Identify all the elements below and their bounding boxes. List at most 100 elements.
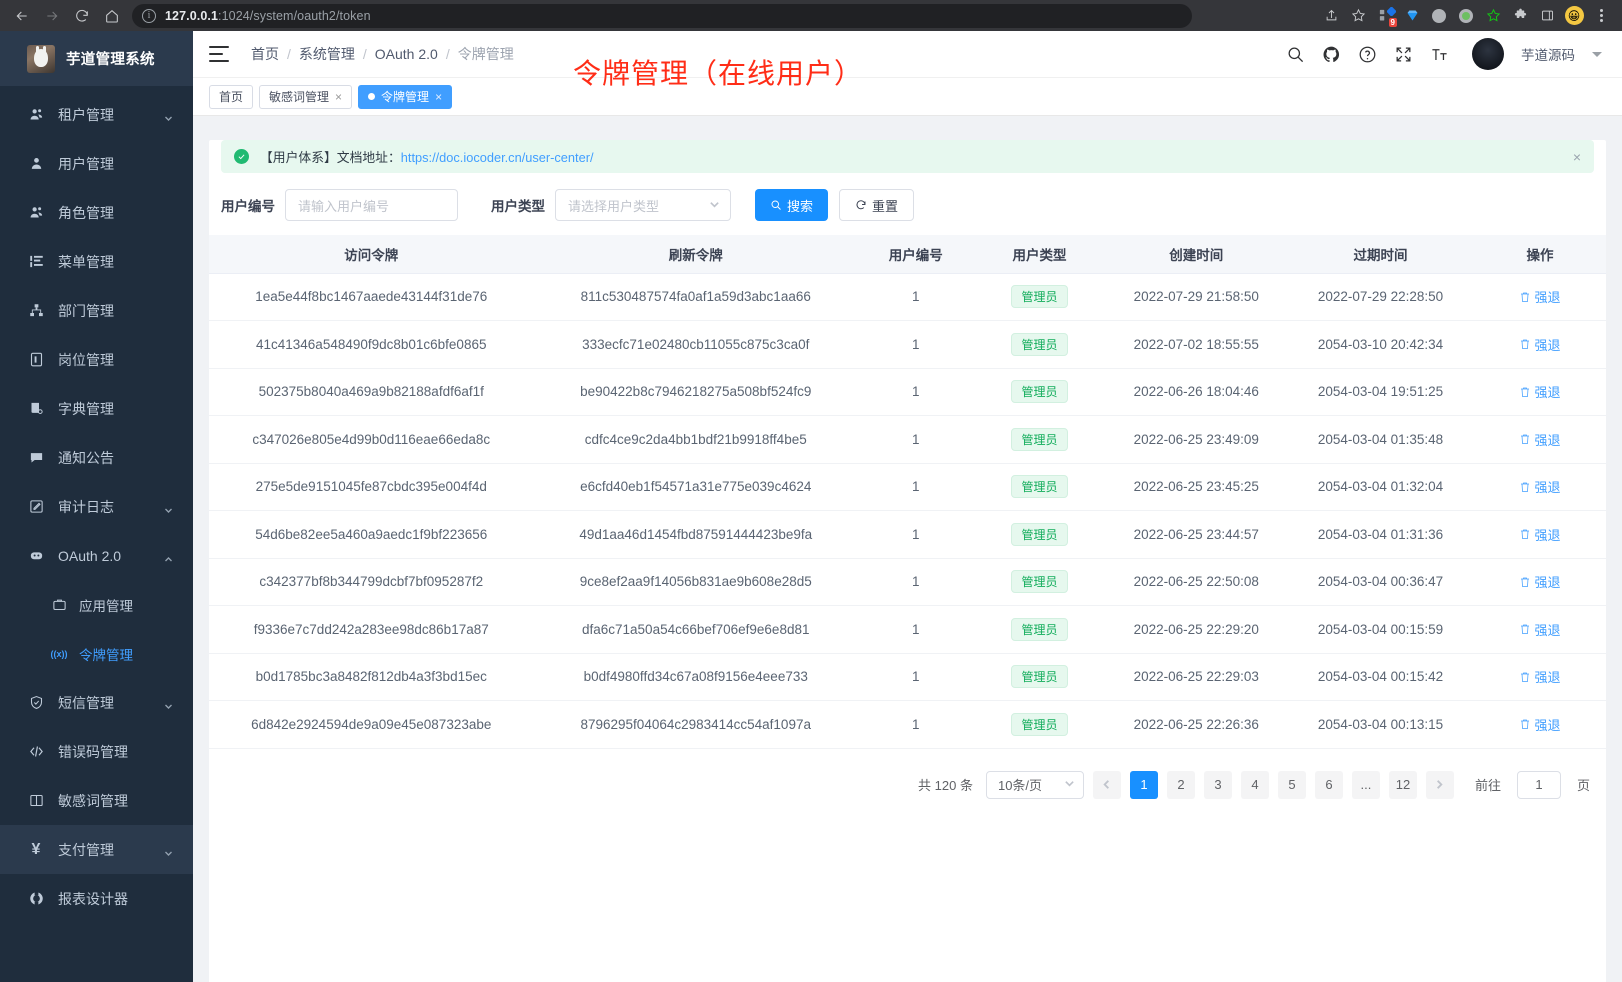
reload-button[interactable] (68, 2, 96, 30)
status-badge: 管理员 (1011, 665, 1068, 689)
sidebar-item-dict[interactable]: 字典管理 (0, 384, 193, 433)
green-circle-extension-icon[interactable] (1453, 3, 1479, 29)
sidebar-logo[interactable]: 芋道管理系统 (0, 31, 193, 86)
page-tab-label: 首页 (219, 90, 244, 104)
table-row[interactable]: 502375b8040a469a9b82188afdf6af1f be90422… (209, 368, 1606, 416)
sidebar-label: 字典管理 (58, 400, 114, 417)
avatar[interactable] (1472, 38, 1504, 70)
breadcrumb-item-1[interactable]: 系统管理 (298, 46, 355, 62)
sidebar-item-oauth2[interactable]: OAuth 2.0 (0, 531, 193, 580)
close-icon[interactable]: × (335, 89, 343, 104)
help-icon[interactable] (1358, 45, 1377, 64)
breadcrumb-item-2[interactable]: OAuth 2.0 (374, 46, 438, 62)
page-button-1[interactable]: 1 (1129, 770, 1158, 799)
force-logout-button[interactable]: 强退 (1519, 430, 1561, 449)
force-logout-button[interactable]: 强退 (1519, 572, 1561, 591)
forward-button[interactable] (38, 2, 66, 30)
jump-page-input[interactable]: 1 (1516, 770, 1561, 799)
sidebar-toggle-icon[interactable] (209, 46, 229, 62)
prev-page-button[interactable] (1092, 770, 1121, 799)
force-logout-button[interactable]: 强退 (1519, 715, 1561, 734)
sidebar-item-menu[interactable]: 菜单管理 (0, 237, 193, 286)
sidebar-item-report-designer[interactable]: 报表设计器 (0, 874, 193, 923)
puzzle-extensions-icon[interactable] (1507, 3, 1533, 29)
star-outline-extension-icon[interactable] (1480, 3, 1506, 29)
top-bar: 首页 / 系统管理 / OAuth 2.0 / 令牌管理 芋道源码 (193, 31, 1622, 78)
bookmark-star-icon[interactable] (1345, 3, 1371, 29)
sidebar-label: 角色管理 (58, 204, 114, 221)
force-logout-button[interactable]: 强退 (1519, 477, 1561, 496)
page-ellipsis-button[interactable]: ... (1351, 770, 1380, 799)
chevron-down-icon (1064, 777, 1075, 792)
cell-refresh-token: 49d1aa46d1454fbd87591444423be9fa (533, 510, 858, 559)
address-bar[interactable]: i 127.0.0.1:1024/system/oauth2/token (132, 3, 1192, 28)
table-row[interactable]: b0d1785bc3a8482f812db4a3f3bd15ec b0df498… (209, 653, 1606, 701)
sidebar-item-notice[interactable]: 通知公告 (0, 433, 193, 482)
sidebar-item-sms[interactable]: 短信管理 (0, 678, 193, 727)
extension-grid-icon[interactable]: 9 (1372, 3, 1398, 29)
sidebar-item-app-manage[interactable]: 应用管理 (0, 580, 193, 629)
page-button-6[interactable]: 6 (1314, 770, 1343, 799)
sidebar-item-error-code[interactable]: 错误码管理 (0, 727, 193, 776)
user-type-select[interactable]: 请选择用户类型 (555, 189, 731, 221)
force-logout-button[interactable]: 强退 (1519, 382, 1561, 401)
fullscreen-icon[interactable] (1394, 45, 1413, 64)
force-logout-button[interactable]: 强退 (1519, 287, 1561, 306)
breadcrumb-item-0[interactable]: 首页 (251, 46, 279, 62)
page-button-4[interactable]: 4 (1240, 770, 1269, 799)
table-row[interactable]: c347026e805e4d99b0d116eae66eda8c cdfc4ce… (209, 415, 1606, 464)
page-tab-token-manage[interactable]: 令牌管理 × (358, 84, 453, 109)
user-id-input[interactable]: 请输入用户编号 (285, 189, 458, 221)
username: 芋道源码 (1521, 48, 1575, 63)
page-tab-sensitive-word[interactable]: 敏感词管理 × (259, 84, 353, 109)
profile-avatar-icon[interactable]: 😀 (1561, 3, 1587, 29)
grey-circle-extension-icon[interactable] (1426, 3, 1452, 29)
search-button[interactable]: 搜索 (755, 189, 829, 221)
sidebar-label: 应用管理 (79, 598, 133, 614)
search-icon[interactable] (1286, 45, 1305, 64)
github-icon[interactable] (1322, 45, 1341, 64)
force-logout-button[interactable]: 强退 (1519, 335, 1561, 354)
force-logout-button[interactable]: 强退 (1519, 667, 1561, 686)
sidebar-item-post[interactable]: 岗位管理 (0, 335, 193, 384)
sidebar-item-audit-log[interactable]: 审计日志 (0, 482, 193, 531)
page-button-12[interactable]: 12 (1388, 770, 1417, 799)
sidebar-item-tenant[interactable]: 租户管理 (0, 90, 193, 139)
sidebar-item-pay[interactable]: ¥ 支付管理 (0, 825, 193, 874)
page-tab-home[interactable]: 首页 (209, 84, 254, 109)
chrome-menu-icon[interactable] (1588, 3, 1614, 29)
table-row[interactable]: f9336e7c7dd242a283ee98dc86b17a87 dfa6c71… (209, 605, 1606, 654)
share-icon[interactable] (1318, 3, 1344, 29)
table-row[interactable]: c342377bf8b344799dcbf7bf095287f2 9ce8ef2… (209, 558, 1606, 606)
sidebar-item-dept[interactable]: 部门管理 (0, 286, 193, 335)
reset-button[interactable]: 重置 (839, 189, 915, 221)
page-button-2[interactable]: 2 (1166, 770, 1195, 799)
font-size-icon[interactable] (1430, 45, 1449, 64)
diamond-extension-icon[interactable] (1399, 3, 1425, 29)
page-button-3[interactable]: 3 (1203, 770, 1232, 799)
force-logout-button[interactable]: 强退 (1519, 525, 1561, 544)
table-row[interactable]: 41c41346a548490f9dc8b01c6bfe0865 333ecfc… (209, 320, 1606, 369)
table-row[interactable]: 1ea5e44f8bc1467aaede43144f31de76 811c530… (209, 273, 1606, 321)
table-row[interactable]: 54d6be82ee5a460a9aedc1f9bf223656 49d1aa4… (209, 510, 1606, 559)
alert-link[interactable]: https://doc.iocoder.cn/user-center/ (400, 150, 594, 165)
sidepanel-icon[interactable] (1534, 3, 1560, 29)
close-icon[interactable]: × (435, 89, 443, 104)
force-logout-button[interactable]: 强退 (1519, 620, 1561, 639)
close-icon[interactable]: × (1572, 148, 1581, 165)
sidebar-item-sensitive-word[interactable]: 敏感词管理 (0, 776, 193, 825)
table-row[interactable]: 6d842e2924594de9a09e45e087323abe 8796295… (209, 700, 1606, 749)
site-info-icon[interactable]: i (142, 8, 156, 23)
sidebar-item-user[interactable]: 用户管理 (0, 139, 193, 188)
page-size-select[interactable]: 10条/页 (985, 770, 1084, 799)
next-page-button[interactable] (1425, 770, 1454, 799)
table-row[interactable]: 275e5de9151045fe87cbdc395e004f4d e6cfd40… (209, 463, 1606, 511)
page-button-5[interactable]: 5 (1277, 770, 1306, 799)
sidebar-item-token-manage[interactable]: ((x)) 令牌管理 (0, 629, 193, 678)
cell-expires-at: 2022-07-29 22:28:50 (1287, 273, 1474, 321)
sidebar-item-role[interactable]: 角色管理 (0, 188, 193, 237)
back-button[interactable] (8, 2, 36, 30)
cell-user-id: 1 (858, 368, 974, 416)
home-button[interactable] (98, 2, 126, 30)
chevron-down-icon[interactable] (1592, 51, 1602, 57)
